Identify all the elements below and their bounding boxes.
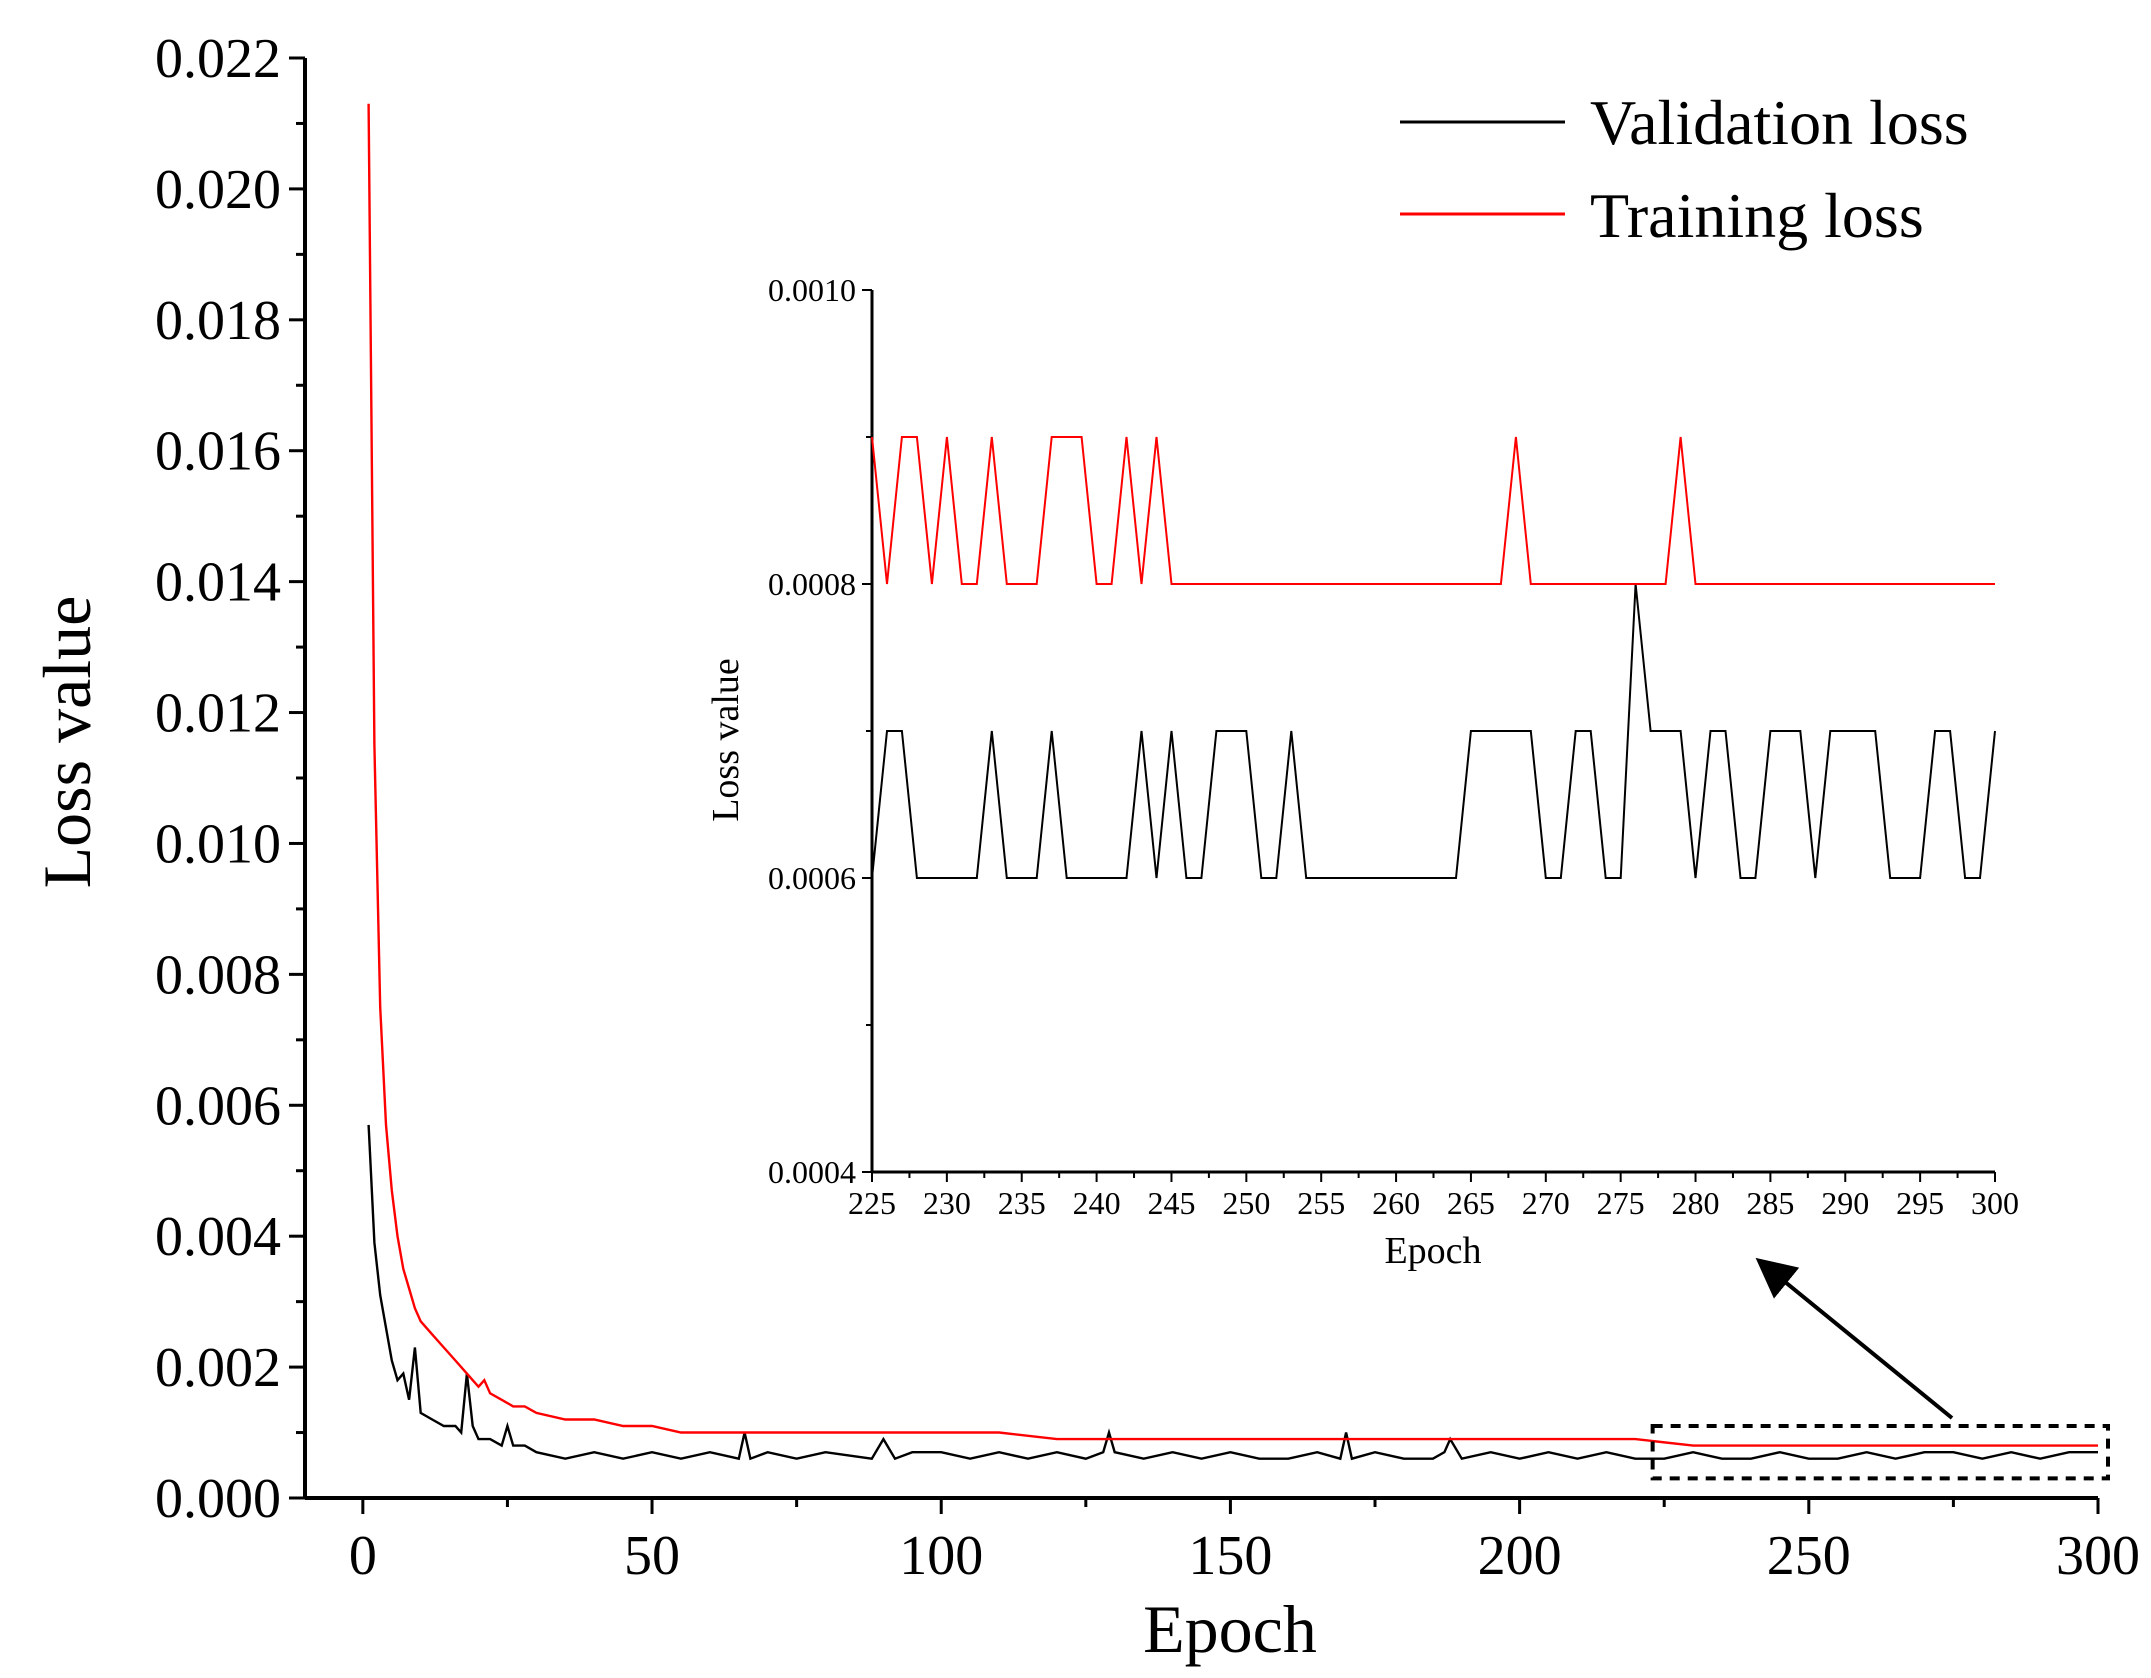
main-x-axis-label: Epoch <box>1143 1591 1317 1667</box>
main-y-tick-label: 0.006 <box>155 1075 281 1137</box>
main-y-ticks: 0.000 0.002 0.004 0.006 0.008 0.010 0.012 0.014… <box>155 28 305 1530</box>
main-y-tick-label: 0.004 <box>155 1206 281 1268</box>
inset-x-tick-label: 290 <box>1821 1185 1869 1221</box>
inset-x-tick-label: 230 <box>923 1185 971 1221</box>
inset-x-tick-label: 255 <box>1297 1185 1345 1221</box>
inset-y-tick-label: 0.0006 <box>768 860 856 896</box>
inset-x-tick-label: 265 <box>1447 1185 1495 1221</box>
main-y-tick-label: 0.016 <box>155 421 281 483</box>
inset-x-tick-label: 295 <box>1896 1185 1944 1221</box>
main-y-tick-label: 0.020 <box>155 159 281 221</box>
inset-y-ticks: 0.0004 0.0006 0.0008 0.0010 <box>768 272 872 1190</box>
main-x-tick-label: 150 <box>1188 1525 1272 1587</box>
inset-x-tick-label: 270 <box>1522 1185 1570 1221</box>
legend-validation-label: Validation loss <box>1590 87 1969 158</box>
main-x-tick-label: 200 <box>1478 1525 1562 1587</box>
main-chart: 0.000 0.002 0.004 0.006 0.008 0.010 0.012 0.014… <box>29 28 2140 1667</box>
inset-y-tick-label: 0.0004 <box>768 1154 856 1190</box>
legend-training-label: Training loss <box>1590 180 1924 251</box>
main-x-tick-label: 0 <box>349 1525 377 1587</box>
main-y-tick-label: 0.014 <box>155 552 281 614</box>
legend: Validation loss Training loss <box>1400 87 1969 251</box>
main-y-axis-label: Loss value <box>29 596 105 889</box>
main-y-tick-label: 0.022 <box>155 28 281 90</box>
main-axes <box>303 58 2098 1500</box>
inset-x-tick-label: 280 <box>1672 1185 1720 1221</box>
inset-axes <box>870 290 1995 1174</box>
main-validation-loss-line <box>367 1124 2098 1461</box>
inset-series <box>871 436 1996 879</box>
inset-x-tick-label: 260 <box>1372 1185 1420 1221</box>
inset-x-tick-label: 245 <box>1147 1185 1195 1221</box>
zoom-arrow <box>1755 1257 1954 1420</box>
main-y-tick-label: 0.002 <box>155 1337 281 1399</box>
inset-x-tick-label: 250 <box>1222 1185 1270 1221</box>
inset-training-loss-line <box>871 436 1995 585</box>
inset-x-ticks: 225 230 235 240 245 250 255 260 265 270 275 280 285 2… <box>848 1172 2019 1221</box>
inset-x-tick-label: 300 <box>1971 1185 2019 1221</box>
zoom-region-box <box>1650 1424 2111 1481</box>
inset-x-tick-label: 275 <box>1597 1185 1645 1221</box>
inset-x-tick-label: 285 <box>1746 1185 1794 1221</box>
main-y-tick-label: 0.010 <box>155 813 281 875</box>
main-x-tick-label: 300 <box>2056 1525 2140 1587</box>
main-x-tick-label: 250 <box>1767 1525 1851 1587</box>
main-x-tick-label: 100 <box>899 1525 983 1587</box>
inset-chart: 0.0004 0.0006 0.0008 0.0010 225 230 235 240 245… <box>705 272 2019 1272</box>
inset-x-tick-label: 225 <box>848 1185 896 1221</box>
main-y-tick-label: 0.000 <box>155 1468 281 1530</box>
inset-x-tick-label: 240 <box>1073 1185 1121 1221</box>
main-y-tick-label: 0.018 <box>155 290 281 352</box>
main-x-ticks: 0 50 100 150 200 250 300 <box>349 1498 2140 1587</box>
inset-x-axis-label: Epoch <box>1384 1230 1481 1272</box>
inset-y-tick-label: 0.0008 <box>768 566 856 602</box>
main-x-tick-label: 50 <box>624 1525 680 1587</box>
main-training-loss-line <box>367 103 2098 1447</box>
main-y-tick-label: 0.008 <box>155 944 281 1006</box>
inset-validation-loss-line <box>871 583 1996 879</box>
inset-y-axis-label: Loss value <box>705 658 747 822</box>
inset-y-tick-label: 0.0010 <box>768 272 856 308</box>
main-series <box>367 103 2098 1461</box>
inset-x-tick-label: 235 <box>998 1185 1046 1221</box>
main-y-tick-label: 0.012 <box>155 683 281 745</box>
